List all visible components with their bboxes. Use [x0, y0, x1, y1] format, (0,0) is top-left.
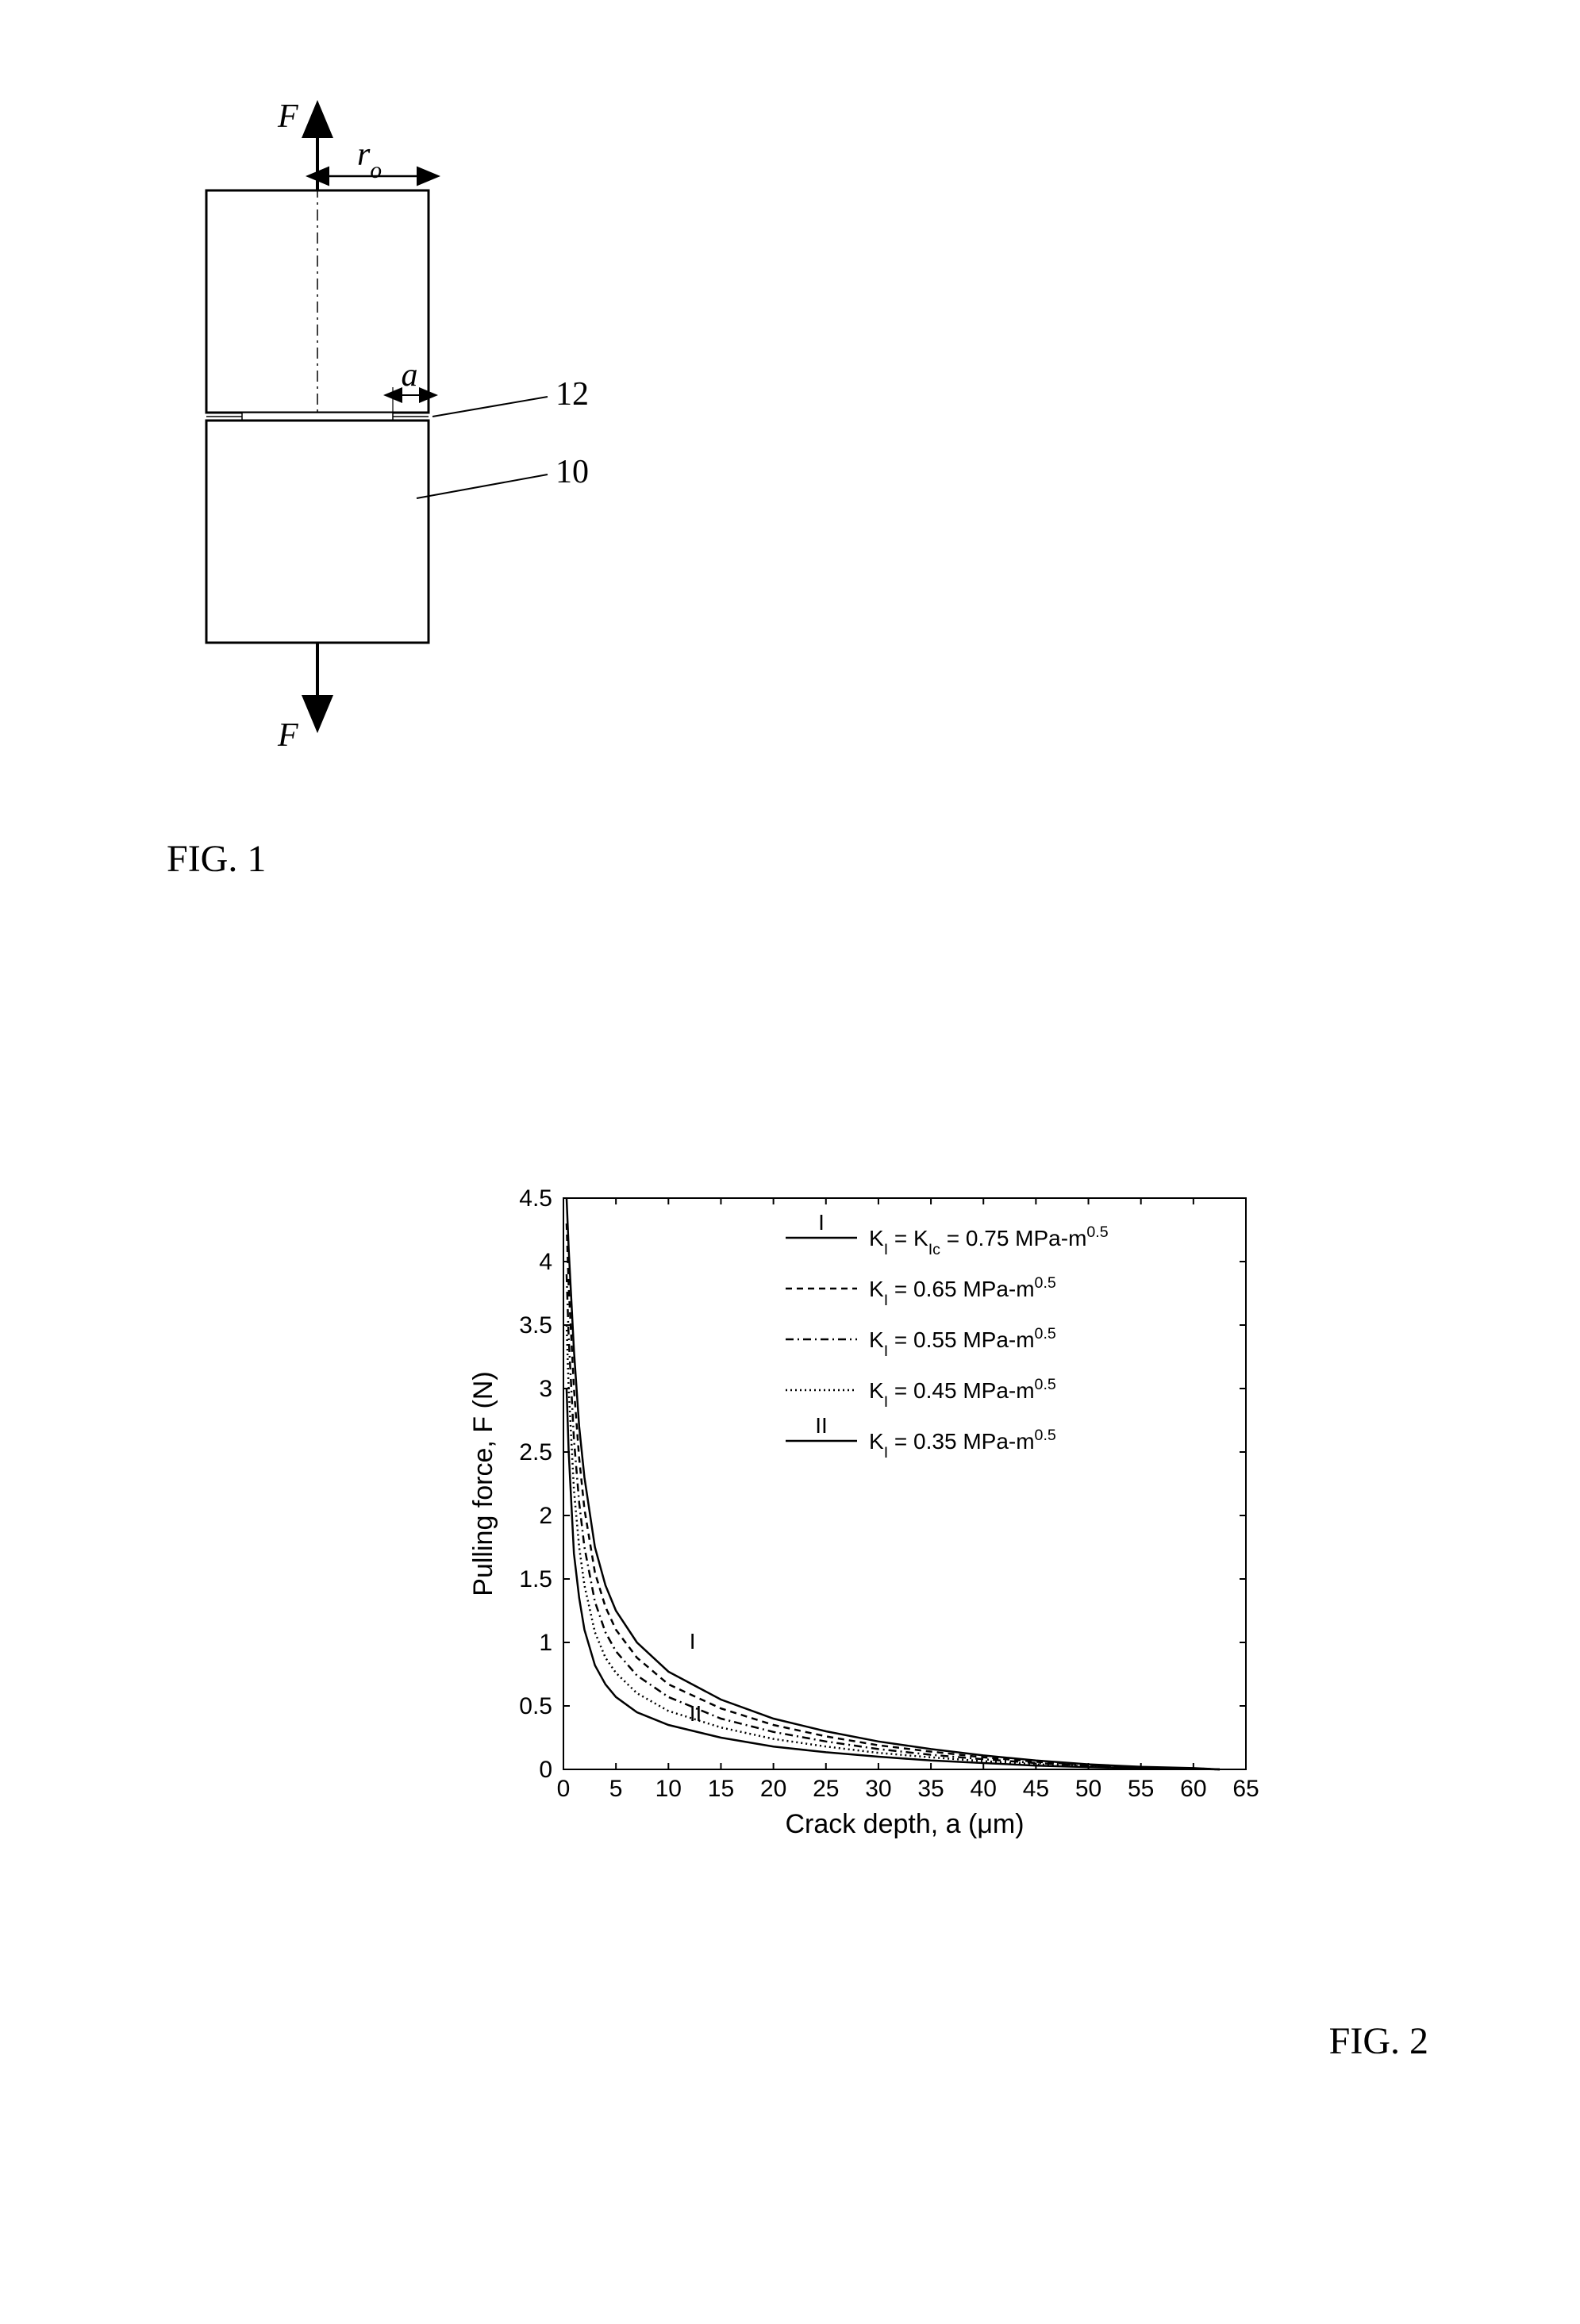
svg-text:4.5: 4.5 [519, 1185, 552, 1212]
svg-text:50: 50 [1075, 1776, 1101, 1802]
svg-text:II: II [815, 1413, 828, 1438]
svg-text:10: 10 [555, 454, 589, 490]
svg-text:40: 40 [971, 1776, 997, 1802]
svg-text:55: 55 [1128, 1776, 1154, 1802]
svg-text:10: 10 [655, 1776, 682, 1802]
svg-text:II: II [690, 1701, 702, 1726]
svg-text:2.5: 2.5 [519, 1439, 552, 1465]
svg-text:35: 35 [917, 1776, 944, 1802]
svg-text:65: 65 [1232, 1776, 1259, 1802]
svg-text:I: I [690, 1629, 696, 1654]
svg-text:60: 60 [1180, 1776, 1206, 1802]
svg-text:3: 3 [539, 1376, 552, 1402]
svg-text:4: 4 [539, 1249, 552, 1275]
figure-2: 0 0.5 1 1.5 2 2.5 3 3.5 4 4.5 0 5 10 15 20 25 30 35 40 45 50… [444, 1174, 1476, 2126]
svg-text:45: 45 [1023, 1776, 1049, 1802]
svg-text:2: 2 [539, 1503, 552, 1529]
svg-text:15: 15 [708, 1776, 734, 1802]
fig1-caption: FIG. 1 [167, 837, 714, 881]
svg-text:a: a [402, 357, 418, 394]
svg-text:0: 0 [557, 1776, 571, 1802]
svg-text:20: 20 [760, 1776, 786, 1802]
fig2-chart: 0 0.5 1 1.5 2 2.5 3 3.5 4 4.5 0 5 10 15 20 25 30 35 40 45 50… [444, 1174, 1476, 1968]
svg-text:3.5: 3.5 [519, 1312, 552, 1339]
svg-text:Pulling force, F (N): Pulling force, F (N) [468, 1371, 498, 1596]
svg-text:0.5: 0.5 [519, 1693, 552, 1719]
figure-1: FroaF1210 FIG. 1 [159, 95, 714, 928]
fig1-diagram: FroaF1210 [159, 95, 714, 809]
svg-text:25: 25 [813, 1776, 839, 1802]
svg-text:F: F [277, 98, 298, 135]
svg-text:Crack depth, a (μm): Crack depth, a (μm) [785, 1809, 1024, 1839]
svg-text:5: 5 [609, 1776, 623, 1802]
svg-text:I: I [818, 1210, 825, 1235]
svg-text:1: 1 [539, 1630, 552, 1656]
svg-text:0: 0 [539, 1757, 552, 1783]
svg-text:1.5: 1.5 [519, 1566, 552, 1592]
svg-text:F: F [277, 717, 298, 754]
svg-text:12: 12 [555, 376, 589, 413]
svg-text:30: 30 [865, 1776, 891, 1802]
fig2-caption: FIG. 2 [444, 2019, 1428, 2063]
